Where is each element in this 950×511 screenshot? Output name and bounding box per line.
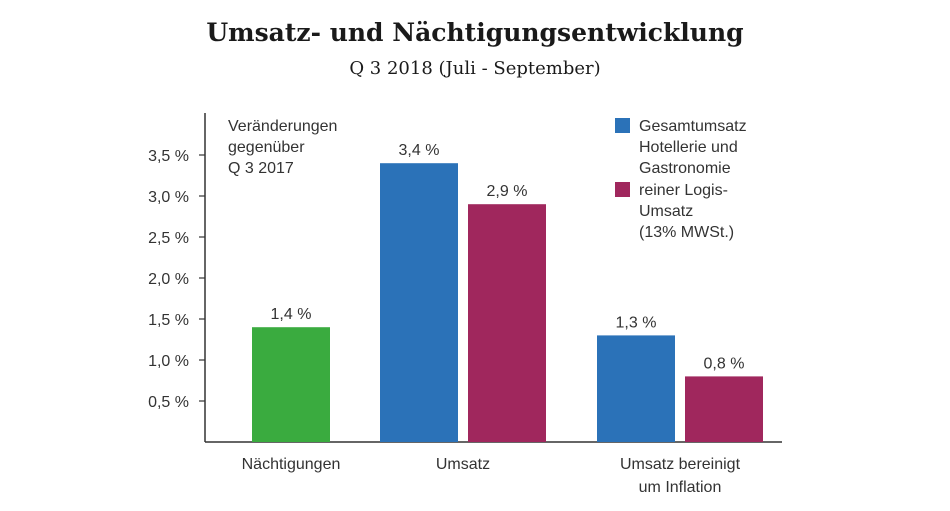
legend-line: Hotellerie und [639, 139, 738, 156]
bar-value-label: 1,4 % [271, 306, 312, 323]
bar [252, 327, 330, 442]
category-label: um Inflation [639, 479, 722, 496]
y-tick-label: 2,5 % [148, 230, 189, 247]
y-tick-label: 3,5 % [148, 148, 189, 165]
y-tick-label: 3,0 % [148, 189, 189, 206]
bar [685, 376, 763, 442]
bar [380, 163, 458, 442]
y-tick-label: 1,0 % [148, 353, 189, 370]
chart-annotation: Veränderungen gegenüber Q 3 2017 [228, 116, 337, 179]
category-label: Umsatz bereinigt [620, 456, 741, 473]
bar-value-label: 2,9 % [487, 183, 528, 200]
annotation-line: Veränderungen [228, 118, 338, 135]
chart-title: Umsatz- und Nächtigungsentwicklung [206, 18, 744, 47]
legend-line: Gesamtumsatz [639, 118, 747, 135]
legend-line: Gastronomie [639, 160, 731, 177]
bar-value-label: 1,3 % [616, 314, 657, 331]
legend-label: Gesamtumsatz Hotellerie und Gastronomie [639, 116, 747, 179]
y-tick-label: 2,0 % [148, 271, 189, 288]
legend-line: Umsatz [639, 203, 694, 220]
category-label: Nächtigungen [242, 456, 341, 473]
legend-label: reiner Logis- Umsatz (13% MWSt.) [639, 180, 734, 243]
category-label: Umsatz [436, 456, 490, 473]
y-tick-label: 1,5 % [148, 312, 189, 329]
legend-line: (13% MWSt.) [639, 224, 735, 241]
bar-value-label: 3,4 % [399, 142, 440, 159]
annotation-line: Q 3 2017 [228, 160, 294, 177]
bar-value-label: 0,8 % [704, 355, 745, 372]
annotation-line: gegenüber [228, 139, 305, 156]
bar [468, 204, 546, 442]
y-tick-label: 0,5 % [148, 394, 189, 411]
legend-swatch [615, 182, 630, 197]
bar [597, 335, 675, 442]
legend-line: reiner Logis- [639, 182, 728, 199]
chart-subtitle: Q 3 2018 (Juli - September) [349, 58, 601, 79]
legend-swatch [615, 118, 630, 133]
